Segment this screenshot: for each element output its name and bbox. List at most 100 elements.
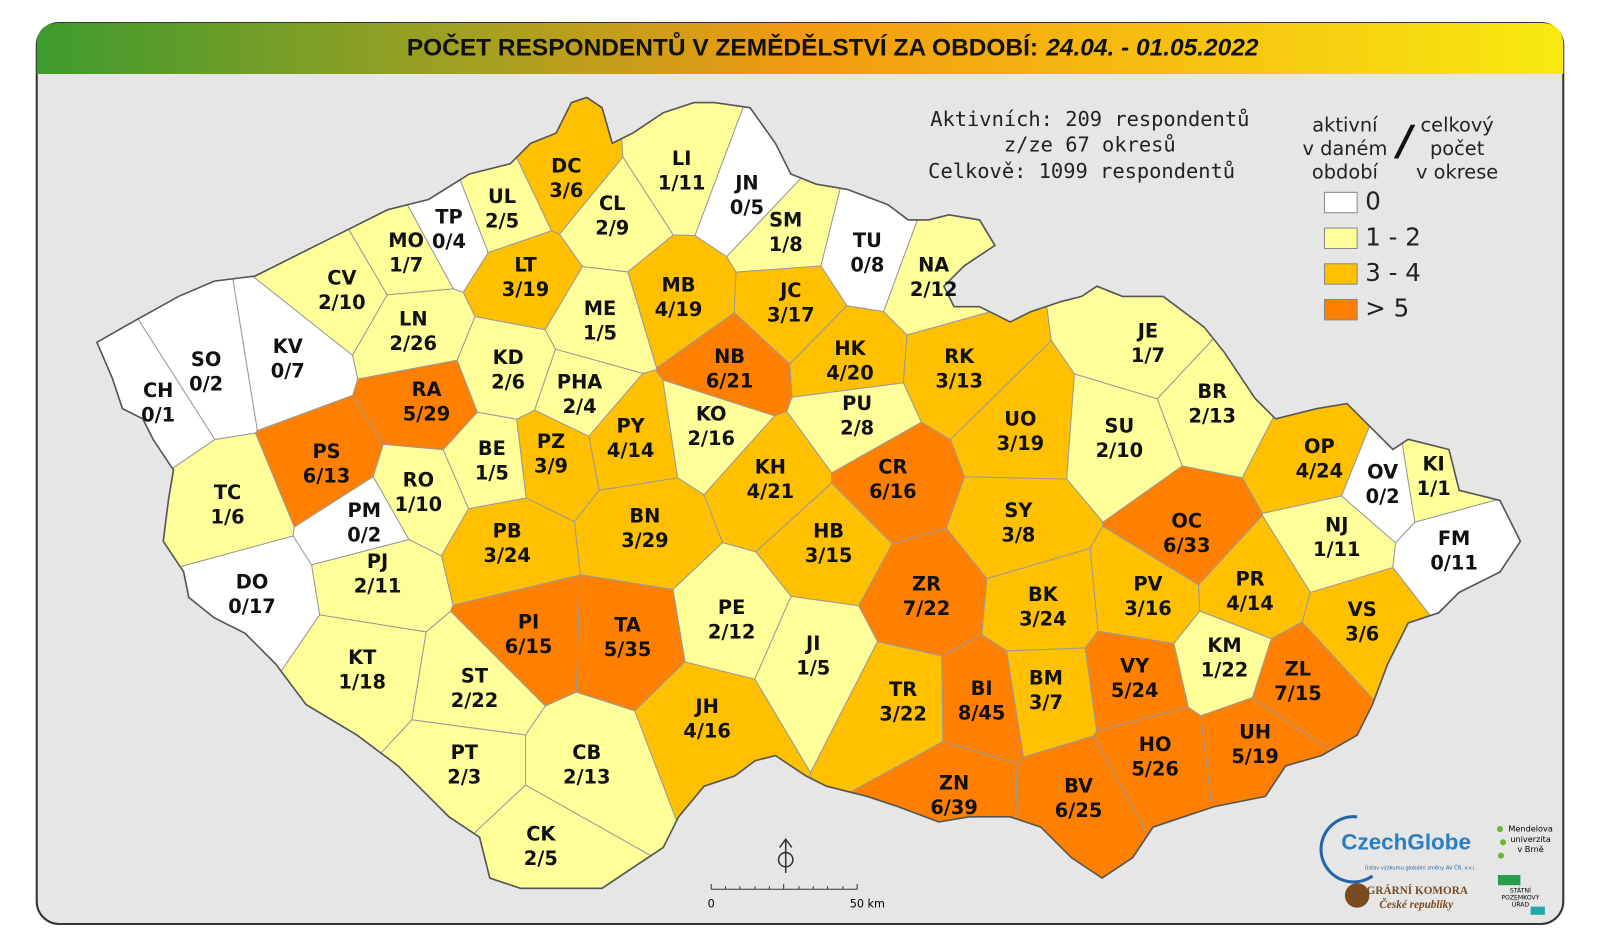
district-value: 1/7 — [1131, 344, 1165, 367]
district-value: 3/19 — [502, 278, 550, 301]
district-value: 3/6 — [1345, 623, 1379, 646]
district-code: SM — [769, 208, 802, 231]
district-code: HB — [813, 520, 844, 543]
agrarni-text: České republiky — [1379, 898, 1454, 911]
district-value: 3/15 — [805, 544, 853, 567]
district-code: PS — [312, 440, 340, 463]
district-code: CR — [878, 455, 907, 478]
district-code: CB — [572, 741, 601, 764]
scale-start: 0 — [708, 898, 715, 911]
district-value: 4/20 — [826, 361, 874, 384]
district-code: SO — [191, 348, 221, 371]
district-value: 6/21 — [706, 370, 754, 393]
district-code: JC — [778, 279, 801, 302]
legend-active-label: období — [1312, 160, 1379, 183]
district-value: 6/33 — [1163, 534, 1211, 557]
title-bar — [36, 22, 1564, 74]
district-value: 2/26 — [389, 332, 437, 355]
district-code: BV — [1064, 775, 1093, 798]
district-value: 1/6 — [211, 505, 245, 528]
legend-total-label: v okrese — [1416, 160, 1498, 183]
agrarni-text: AGRÁRNÍ KOMORA — [1359, 885, 1469, 897]
district-value: 2/11 — [354, 575, 402, 598]
district-code: KI — [1423, 452, 1445, 475]
mendel-dot — [1496, 826, 1504, 833]
district-value: 0/2 — [1366, 485, 1400, 508]
district-code: JH — [693, 695, 718, 718]
district-value: 4/24 — [1296, 459, 1344, 482]
spu-mark — [1497, 875, 1521, 886]
district-value: 5/29 — [403, 402, 451, 425]
spu-text: POZEMKOVÝ — [1501, 892, 1539, 901]
district-code: BE — [478, 437, 506, 460]
district-value: 2/12 — [910, 278, 958, 301]
district-code: OC — [1171, 509, 1202, 532]
district-code: ZL — [1285, 657, 1311, 680]
district-value: 3/13 — [935, 370, 983, 393]
district-value: 2/13 — [1188, 404, 1236, 427]
district-value: 0/8 — [850, 253, 884, 276]
district-code: DO — [236, 571, 269, 594]
country-outline — [95, 96, 1522, 890]
district-value: 2/10 — [318, 291, 366, 314]
district-code: JI — [804, 632, 820, 655]
district-code: UL — [488, 185, 516, 208]
district-code: ST — [461, 665, 489, 688]
district-value: 2/9 — [595, 217, 629, 240]
district-code: DC — [551, 154, 581, 177]
district-code: ME — [584, 297, 617, 320]
district-value: 6/15 — [505, 635, 553, 658]
district-value: 2/22 — [451, 689, 499, 712]
district-value: 8/45 — [958, 701, 1006, 724]
district-code: KO — [696, 402, 727, 425]
spu-mark — [1530, 906, 1545, 915]
district-code: SY — [1004, 499, 1033, 522]
district-code: TC — [214, 481, 241, 504]
district-code: JE — [1136, 320, 1158, 343]
district-value: 6/39 — [930, 796, 978, 819]
district-code: BK — [1028, 583, 1059, 606]
district-value: 0/11 — [1430, 551, 1478, 574]
north-arrow-head — [778, 838, 793, 848]
district-value: 4/19 — [655, 298, 703, 321]
district-code: TA — [614, 614, 641, 637]
district-code: TU — [853, 229, 882, 252]
district-code: KT — [348, 646, 377, 669]
district-code: RA — [412, 378, 442, 401]
district-value: 1/7 — [389, 253, 423, 276]
district-value: 2/5 — [485, 209, 519, 232]
district-code: MB — [662, 274, 696, 297]
districts — [96, 96, 1521, 889]
czechglobe-logo: CzechGlobe — [1341, 829, 1471, 854]
district-code: PY — [616, 415, 645, 438]
district-value: 2/4 — [563, 395, 597, 418]
district-code: ZR — [912, 573, 941, 596]
district-code: JN — [733, 172, 758, 195]
mendel-text: v Brně — [1517, 844, 1543, 854]
district-value: 2/5 — [524, 847, 558, 870]
district-code: KH — [755, 455, 786, 478]
district-code: LT — [514, 253, 537, 276]
district-code: PZ — [537, 430, 565, 453]
district-value: 1/5 — [796, 656, 830, 679]
district-value: 5/19 — [1231, 745, 1279, 768]
legend-swatch — [1323, 191, 1358, 214]
district-value: 5/24 — [1111, 679, 1159, 702]
district-value: 1/11 — [1313, 538, 1361, 561]
district-code: BI — [971, 677, 993, 700]
stat-total: Celkově: 1099 respondentů — [928, 158, 1235, 183]
district-value: 2/10 — [1096, 439, 1144, 462]
district-code: OV — [1367, 460, 1398, 483]
district-value: 3/8 — [1001, 524, 1035, 547]
district-value: 3/19 — [997, 432, 1045, 455]
district-value: 2/16 — [687, 427, 735, 450]
district-value: 0/2 — [189, 373, 223, 396]
title-text: POČET RESPONDENTŮ V ZEMĚDĚLSTVÍ ZA OBDOB… — [407, 32, 1038, 62]
legend-swatch — [1323, 263, 1358, 285]
district-code: NJ — [1325, 514, 1348, 537]
district-value: 3/24 — [1019, 607, 1067, 630]
district-code: FM — [1438, 527, 1471, 550]
mendel-text: Mendelova — [1508, 824, 1553, 834]
